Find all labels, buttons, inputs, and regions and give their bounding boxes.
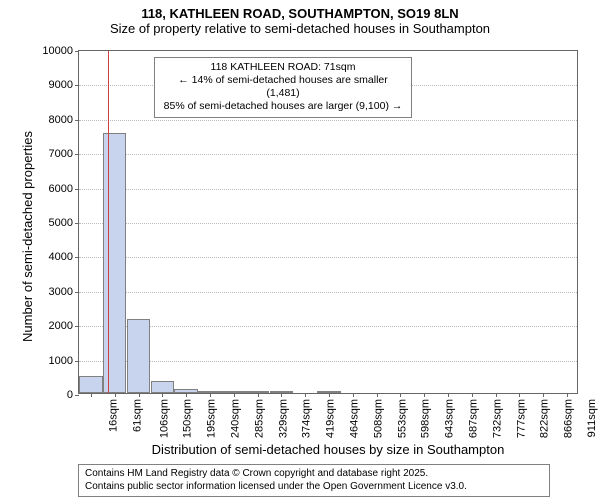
- xtick-label: 464sqm: [349, 399, 361, 438]
- xtick-label: 866sqm: [563, 399, 575, 438]
- ytick-mark: [75, 223, 79, 224]
- xtick-mark: [400, 393, 401, 397]
- xtick-label: 598sqm: [420, 399, 432, 438]
- xtick-label: 732sqm: [491, 399, 503, 438]
- ytick-mark: [75, 85, 79, 86]
- xtick-mark: [91, 393, 92, 397]
- footer-attribution: Contains HM Land Registry data © Crown c…: [78, 464, 550, 497]
- gridline: [79, 189, 577, 190]
- footer-line1: Contains HM Land Registry data © Crown c…: [85, 468, 543, 481]
- gridline: [79, 154, 577, 155]
- ytick-mark: [75, 395, 79, 396]
- gridline: [79, 292, 577, 293]
- xtick-label: 285sqm: [253, 399, 265, 438]
- xtick-label: 195sqm: [206, 399, 218, 438]
- gridline: [79, 361, 577, 362]
- xtick-mark: [377, 393, 378, 397]
- xtick-label: 553sqm: [396, 399, 408, 438]
- xtick-label: 508sqm: [372, 399, 384, 438]
- ytick-mark: [75, 51, 79, 52]
- y-axis-label: Number of semi-detached properties: [20, 131, 35, 342]
- xtick-mark: [472, 393, 473, 397]
- ytick-mark: [75, 154, 79, 155]
- annotation-line1: 118 KATHLEEN ROAD: 71sqm: [161, 61, 405, 74]
- title-line2: Size of property relative to semi-detach…: [0, 21, 600, 36]
- title-line1: 118, KATHLEEN ROAD, SOUTHAMPTON, SO19 8L…: [0, 6, 600, 21]
- ytick-mark: [75, 361, 79, 362]
- histogram-bar: [127, 319, 151, 393]
- histogram-bar: [79, 376, 103, 393]
- xtick-label: 106sqm: [158, 399, 170, 438]
- footer-line2: Contains public sector information licen…: [85, 481, 543, 494]
- xtick-mark: [543, 393, 544, 397]
- xtick-label: 643sqm: [444, 399, 456, 438]
- xtick-mark: [139, 393, 140, 397]
- xtick-mark: [567, 393, 568, 397]
- xtick-mark: [519, 393, 520, 397]
- xtick-mark: [186, 393, 187, 397]
- xtick-label: 329sqm: [277, 399, 289, 438]
- gridline: [79, 326, 577, 327]
- ytick-mark: [75, 292, 79, 293]
- xtick-mark: [305, 393, 306, 397]
- gridline: [79, 120, 577, 121]
- histogram-bar: [151, 381, 175, 393]
- xtick-label: 911sqm: [586, 399, 598, 437]
- xtick-mark: [329, 393, 330, 397]
- xtick-label: 777sqm: [515, 399, 527, 438]
- histogram-bar: [103, 133, 127, 393]
- ytick-mark: [75, 257, 79, 258]
- ytick-mark: [75, 120, 79, 121]
- property-marker-line: [108, 51, 109, 393]
- annotation-line2: ← 14% of semi-detached houses are smalle…: [161, 74, 405, 100]
- xtick-mark: [115, 393, 116, 397]
- xtick-label: 687sqm: [468, 399, 480, 438]
- xtick-mark: [496, 393, 497, 397]
- xtick-label: 16sqm: [107, 399, 119, 432]
- annotation-line3: 85% of semi-detached houses are larger (…: [161, 100, 405, 113]
- ytick-label: 10000: [42, 45, 79, 57]
- title-block: 118, KATHLEEN ROAD, SOUTHAMPTON, SO19 8L…: [0, 0, 600, 36]
- ytick-mark: [75, 189, 79, 190]
- gridline: [79, 223, 577, 224]
- xtick-mark: [353, 393, 354, 397]
- xtick-mark: [424, 393, 425, 397]
- gridline: [79, 257, 577, 258]
- annotation-box: 118 KATHLEEN ROAD: 71sqm← 14% of semi-de…: [154, 57, 412, 118]
- chart-container: 118, KATHLEEN ROAD, SOUTHAMPTON, SO19 8L…: [0, 0, 600, 500]
- ytick-mark: [75, 326, 79, 327]
- xtick-mark: [258, 393, 259, 397]
- xtick-label: 240sqm: [230, 399, 242, 438]
- xtick-mark: [448, 393, 449, 397]
- xtick-label: 61sqm: [131, 399, 143, 432]
- xtick-mark: [210, 393, 211, 397]
- xtick-label: 374sqm: [301, 399, 313, 438]
- xtick-label: 419sqm: [325, 399, 337, 438]
- x-axis-label: Distribution of semi-detached houses by …: [78, 442, 578, 457]
- xtick-mark: [281, 393, 282, 397]
- xtick-mark: [234, 393, 235, 397]
- xtick-label: 822sqm: [539, 399, 551, 438]
- xtick-mark: [162, 393, 163, 397]
- plot-area: 0100020003000400050006000700080009000100…: [78, 50, 578, 394]
- xtick-label: 150sqm: [182, 399, 194, 438]
